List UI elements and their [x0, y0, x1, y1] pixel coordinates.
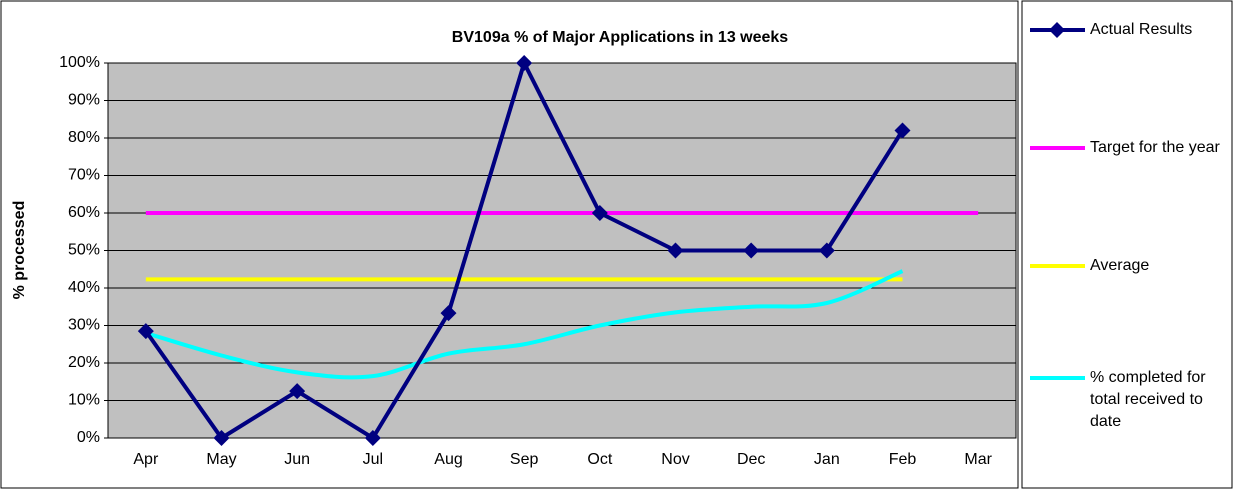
y-axis-label: % processed: [11, 201, 28, 300]
x-tick-label: Oct: [587, 451, 612, 468]
data-point: [667, 242, 684, 259]
data-point: [137, 323, 154, 340]
y-tick-label: 40%: [68, 279, 100, 296]
x-tick-label: Jul: [363, 451, 383, 468]
chart-title: BV109a % of Major Applications in 13 wee…: [452, 29, 789, 46]
data-point: [289, 383, 306, 400]
x-tick-label: Mar: [964, 451, 992, 468]
series-line: [145, 269, 904, 380]
data-point: [364, 430, 381, 446]
data-point: [516, 55, 533, 71]
x-tick-label: Apr: [133, 451, 159, 468]
data-point: [894, 122, 911, 139]
y-tick-label: 0%: [77, 429, 100, 446]
data-point: [743, 242, 760, 259]
x-tick-label: Jun: [284, 451, 310, 468]
legend-label: Actual Results: [1090, 21, 1193, 38]
legend-label: % completed for total received to date: [1090, 369, 1206, 430]
y-tick-label: 90%: [68, 92, 100, 109]
data-point: [591, 205, 608, 221]
x-tick-label: Jan: [814, 451, 840, 468]
y-tick-label: 80%: [68, 129, 100, 146]
y-tick-label: 70%: [68, 167, 100, 184]
y-tick-label: 30%: [68, 317, 100, 334]
x-tick-label: Nov: [661, 451, 689, 468]
x-tick-label: Feb: [889, 451, 917, 468]
legend-marker: [1049, 22, 1065, 38]
y-tick-label: 50%: [68, 242, 100, 259]
y-tick-label: 20%: [68, 354, 100, 371]
legend-label: Average: [1090, 257, 1150, 274]
x-tick-label: Sep: [510, 451, 539, 468]
legend-label: Target for the year: [1090, 139, 1220, 156]
data-point: [213, 430, 230, 446]
y-tick-label: 100%: [59, 54, 100, 71]
y-tick-label: 60%: [68, 204, 100, 221]
y-tick-label: 10%: [68, 392, 100, 409]
data-point: [818, 242, 835, 259]
legend-border: [1021, 0, 1233, 489]
x-tick-label: Aug: [434, 451, 462, 468]
x-tick-label: May: [206, 451, 236, 468]
x-tick-label: Dec: [737, 451, 765, 468]
data-point: [440, 305, 457, 322]
